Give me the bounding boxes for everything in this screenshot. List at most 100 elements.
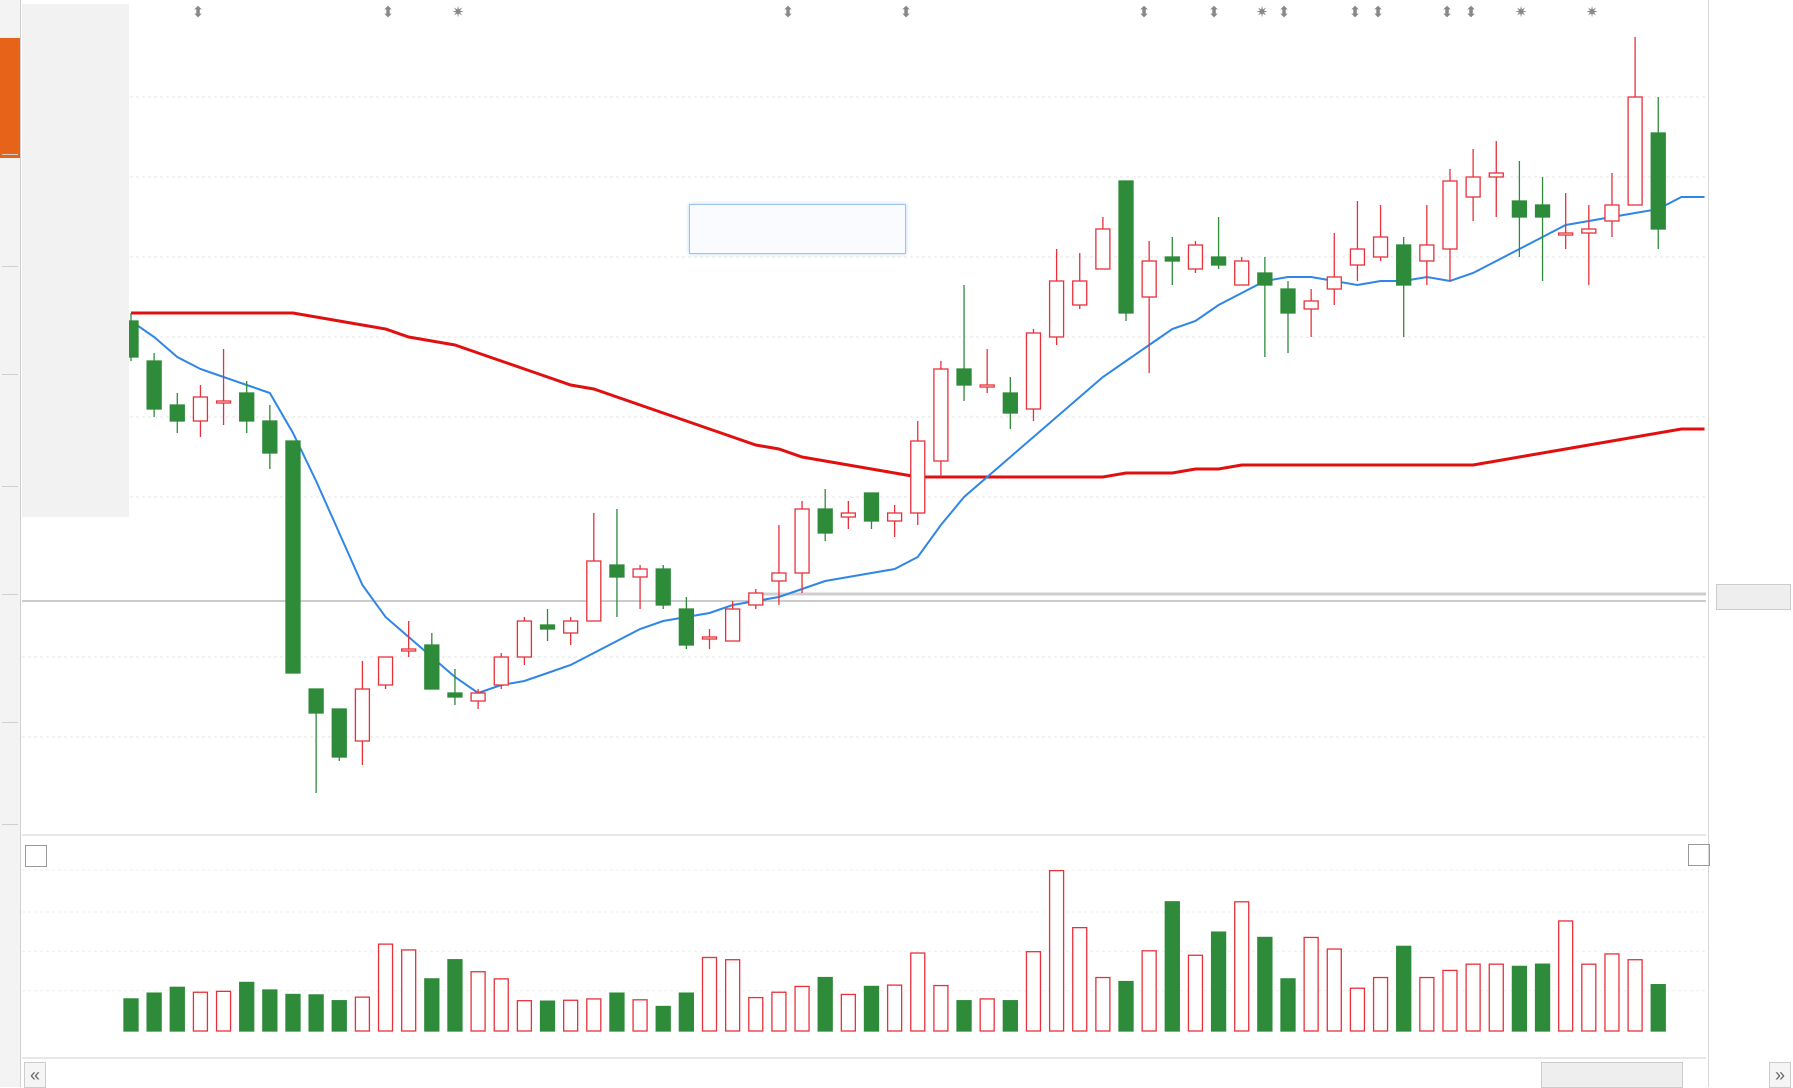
volume-bar <box>701 956 718 1032</box>
scroll-right-button[interactable]: » <box>1769 1062 1791 1088</box>
close-icon[interactable] <box>1688 844 1710 866</box>
volume-bar <box>1095 976 1111 1032</box>
help-icon[interactable] <box>25 845 47 867</box>
volume-bar <box>678 992 695 1032</box>
candlestick-chart[interactable] <box>0 0 1708 1087</box>
candle-body <box>1442 180 1458 250</box>
event-marker-icon[interactable]: ⬍ <box>191 4 205 21</box>
event-marker-icon[interactable]: ⬍ <box>1348 4 1362 21</box>
event-marker-icon[interactable]: ⬍ <box>381 4 395 21</box>
event-marker-icon[interactable]: ⬍ <box>1464 4 1478 21</box>
candle-body <box>1511 200 1528 218</box>
candle-body <box>308 688 324 714</box>
info-panel[interactable] <box>22 4 129 517</box>
current-price-label <box>1716 584 1791 610</box>
side-tab-separator <box>2 266 18 267</box>
volume-bar <box>724 959 741 1032</box>
candle-body <box>1187 244 1204 270</box>
volume-bar <box>863 985 880 1032</box>
volume-bar <box>1558 920 1574 1032</box>
volume-bar <box>1534 963 1551 1032</box>
side-tab-separator <box>2 374 18 375</box>
candle-body <box>1234 260 1250 286</box>
volume-bar <box>1141 950 1157 1032</box>
volume-bar <box>840 993 856 1032</box>
candle-body <box>1303 300 1319 310</box>
volume-bar <box>586 998 602 1032</box>
event-marker-icon[interactable]: ⬍ <box>1277 4 1291 21</box>
volume-bar <box>123 998 139 1032</box>
candle-body <box>1095 228 1111 270</box>
volume-bar <box>493 978 509 1032</box>
volume-bar <box>1234 901 1250 1032</box>
event-marker-icon[interactable]: ⬍ <box>1371 4 1385 21</box>
event-marker-icon[interactable]: ⬍ <box>1440 4 1454 21</box>
volume-bar <box>1442 969 1458 1032</box>
candle-body <box>933 368 949 462</box>
volume-bar <box>632 999 648 1032</box>
volume-bar <box>1396 945 1412 1032</box>
volume-bar <box>539 1000 556 1032</box>
event-marker-icon[interactable]: ⬍ <box>1137 4 1151 21</box>
candle-body <box>1604 204 1620 222</box>
candle-body <box>1650 132 1666 230</box>
side-tab-bar <box>0 0 21 1087</box>
candle-body <box>1048 280 1065 338</box>
candle-body <box>470 692 486 702</box>
volume-bar <box>794 985 810 1032</box>
scroll-left-button[interactable]: « <box>24 1062 46 1088</box>
volume-bar <box>886 984 903 1032</box>
candle-body <box>146 360 162 410</box>
candle-body <box>1465 176 1481 198</box>
volume-bar <box>308 994 324 1032</box>
event-marker-icon[interactable]: ✷ <box>1255 4 1269 21</box>
candle-body <box>1164 256 1180 262</box>
volume-bar <box>1280 978 1296 1032</box>
volume-bar <box>516 1000 533 1032</box>
candle-body <box>1581 228 1597 234</box>
volume-bar <box>1349 987 1366 1032</box>
event-marker-icon[interactable]: ✷ <box>451 4 465 21</box>
volume-bar <box>1372 976 1389 1032</box>
volume-bar <box>1465 963 1481 1032</box>
candle-body <box>215 400 232 404</box>
price-axis <box>1708 0 1793 1087</box>
candle-body <box>655 568 671 606</box>
volume-bar <box>1419 976 1435 1032</box>
candle-body <box>1025 332 1042 410</box>
volume-bar <box>470 971 486 1032</box>
volume-bar <box>215 990 232 1032</box>
volume-bar <box>748 996 764 1032</box>
volume-indicator-bar <box>22 840 1710 870</box>
candle-body <box>1118 180 1134 314</box>
volume-bar <box>563 999 579 1032</box>
event-marker-icon[interactable]: ⬍ <box>1207 4 1221 21</box>
candle-body <box>1072 280 1088 306</box>
event-marker-icon[interactable]: ✷ <box>1585 4 1599 21</box>
candle-body <box>262 420 278 454</box>
candle-body <box>516 620 533 658</box>
candle-body <box>1002 392 1018 414</box>
event-marker-icon[interactable]: ⬍ <box>781 4 795 21</box>
volume-bar <box>1002 1000 1018 1032</box>
candle-body <box>1558 232 1574 236</box>
candle-body <box>678 608 695 646</box>
volume-bar <box>354 996 371 1032</box>
candle-body <box>771 572 787 582</box>
side-tab-0[interactable] <box>0 38 20 158</box>
volume-bar <box>401 949 417 1032</box>
volume-bar <box>1581 963 1597 1032</box>
volume-bar <box>1210 931 1227 1032</box>
candle-body <box>886 512 903 522</box>
candle-body <box>748 592 764 606</box>
event-marker-icon[interactable]: ⬍ <box>899 4 913 21</box>
candle-body <box>192 396 209 422</box>
candle-body <box>285 440 301 674</box>
candle-body <box>910 440 926 514</box>
volume-bar <box>655 1005 671 1032</box>
side-tab-separator <box>2 722 18 723</box>
event-marker-icon[interactable]: ✷ <box>1514 4 1528 21</box>
candle-body <box>632 568 648 578</box>
volume-bar <box>1118 980 1134 1032</box>
volume-bar <box>262 989 278 1032</box>
